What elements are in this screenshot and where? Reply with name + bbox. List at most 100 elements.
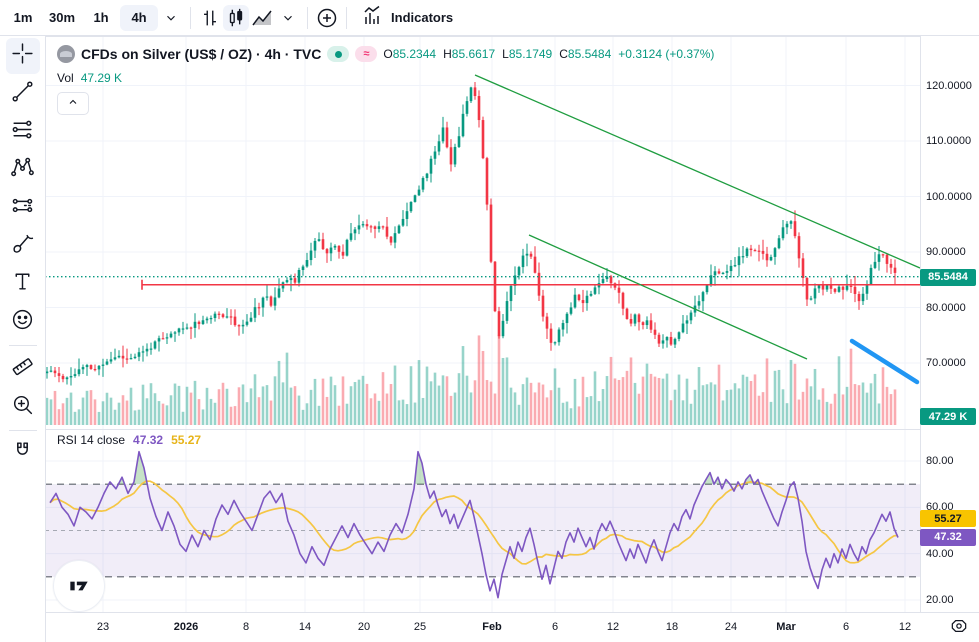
volume-label: Vol [57, 71, 74, 85]
price-axis-label: 110.0000 [926, 135, 972, 147]
ohlc-values: O85.2344 H85.6617 L85.1749 C85.5484 +0.3124 … [383, 47, 714, 61]
trend-line-tool[interactable] [6, 76, 40, 112]
time-axis-label: 12 [606, 621, 620, 633]
rsi-axis-label: 40.00 [926, 547, 954, 560]
ruler-icon [10, 354, 35, 384]
volume-bars [45, 334, 897, 425]
zoom-in-icon [10, 392, 35, 422]
plus-circle-icon [315, 6, 339, 30]
time-axis-label: 24 [724, 621, 738, 633]
magnet-tool[interactable] [6, 436, 40, 472]
toolbar-separator [307, 6, 309, 29]
projection-icon [10, 193, 35, 223]
toolbar-separator [8, 345, 37, 346]
time-axis-label: Feb [482, 621, 502, 633]
toolbar-separator [190, 6, 192, 29]
bar-style-button[interactable] [197, 5, 223, 31]
emoji-icon [10, 307, 35, 337]
price-pane[interactable] [45, 36, 920, 429]
emoji-tool[interactable] [6, 304, 40, 340]
indicators-label: Indicators [391, 10, 454, 25]
style-menu-button[interactable] [275, 5, 301, 31]
price-axis-label: 120.0000 [926, 79, 972, 92]
time-axis-label: 18 [665, 621, 679, 633]
market-status-icon[interactable] [327, 46, 350, 62]
indicators-icon [361, 4, 385, 31]
projection-tool[interactable] [6, 190, 40, 226]
rsi-value: 47.32 [133, 433, 164, 447]
timeframe-30m[interactable]: 30m [49, 10, 76, 25]
time-axis-label: 12 [898, 621, 912, 633]
price-axis-label: 100.0000 [926, 190, 972, 203]
crosshair-icon [10, 41, 35, 71]
rsi-badge: 47.32 [920, 528, 976, 546]
ohlc-l: L85.1749 [502, 47, 553, 61]
timeframe-4h[interactable]: 4h [120, 4, 159, 31]
tv-logo-icon [70, 581, 88, 591]
rsi-axis-label: 20.00 [926, 594, 954, 607]
time-axis-label: 6 [842, 621, 850, 633]
tradingview-logo[interactable] [53, 560, 105, 612]
ruler-tool[interactable] [6, 351, 40, 387]
drawing-toolbar [0, 36, 46, 642]
timeframe-menu-button[interactable] [158, 5, 184, 31]
symbol-title[interactable]: CFDs on Silver (US$ / OZ) · 4h · TVC [81, 46, 322, 62]
rsi-label[interactable]: RSI 14 close [57, 433, 126, 447]
indicators-button[interactable]: Indicators [353, 5, 461, 31]
zoom-in-tool[interactable] [6, 389, 40, 425]
ohlc-o: O85.2344 [383, 47, 437, 61]
blue-trendline-drawing[interactable] [849, 338, 920, 385]
magnet-icon [10, 439, 35, 469]
rsi-legend: RSI 14 close 47.32 55.27 [57, 433, 201, 447]
top-toolbar: 1m 30m 1h 4h [0, 0, 979, 36]
area-style-button[interactable] [249, 5, 275, 31]
trendline-drawing-1[interactable] [474, 74, 920, 269]
rsi-pane[interactable] [45, 429, 920, 612]
compare-button[interactable] [314, 5, 340, 31]
candles-icon [225, 7, 247, 29]
delayed-data-icon[interactable]: ≈ [355, 46, 378, 62]
price-axis-label: 90.0000 [926, 246, 966, 258]
current-price-badge: 85.5484 [920, 268, 976, 286]
volume-value: 47.29 K [80, 71, 123, 85]
timeframe-1m[interactable]: 1m [13, 10, 33, 25]
rsi-line [49, 450, 899, 599]
rsi-axis-label: 80.00 [926, 455, 954, 467]
area-chart-icon [250, 6, 274, 30]
timeframe-1h[interactable]: 1h [93, 10, 109, 25]
candle-style-button[interactable] [223, 4, 250, 31]
price-axis-border [920, 36, 921, 642]
volume-legend: Vol 47.29 K [57, 71, 122, 85]
ohlc-c: C85.5484 [559, 47, 612, 61]
settings-icon[interactable] [944, 613, 974, 639]
brush-tool[interactable] [6, 228, 40, 264]
rsi-ma-line [49, 480, 899, 565]
price-axis[interactable]: 120.0000 110.0000 100.0000 90.0000 80.0000 70… [920, 36, 979, 429]
time-axis-label: Mar [776, 621, 796, 633]
fib-lines-icon [10, 117, 35, 147]
collapse-legend-button[interactable] [57, 92, 89, 115]
fib-lines-tool[interactable] [6, 114, 40, 150]
text-tool[interactable] [6, 266, 40, 302]
text-icon [10, 269, 35, 299]
crosshair-tool[interactable] [5, 38, 40, 74]
time-axis-label: 20 [357, 621, 371, 633]
time-axis-label: 8 [242, 621, 250, 633]
rsi-ma-value: 55.27 [171, 433, 202, 447]
brush-icon [10, 231, 35, 261]
pane-separator[interactable] [45, 429, 979, 430]
rsi-axis[interactable]: 80.00 60.00 40.00 20.00 55.27 47.32 [920, 429, 979, 612]
xabcd-pattern-icon [10, 155, 35, 185]
chevron-down-icon [281, 11, 295, 25]
xabcd-pattern-tool[interactable] [6, 152, 40, 188]
time-axis-label: 6 [551, 621, 559, 633]
time-axis-label: 2026 [173, 621, 199, 633]
trendline-drawing-2[interactable] [528, 234, 808, 360]
chevron-up-icon [67, 95, 79, 113]
timeframe-group: 1m 30m 1h 4h [4, 4, 159, 31]
time-axis[interactable]: 23 2026 8 14 20 25 Feb 6 12 18 24 Mar 6 12 [45, 612, 979, 642]
toolbar-separator [8, 430, 37, 431]
trend-line-icon [10, 79, 35, 109]
bars-icon [199, 7, 221, 29]
